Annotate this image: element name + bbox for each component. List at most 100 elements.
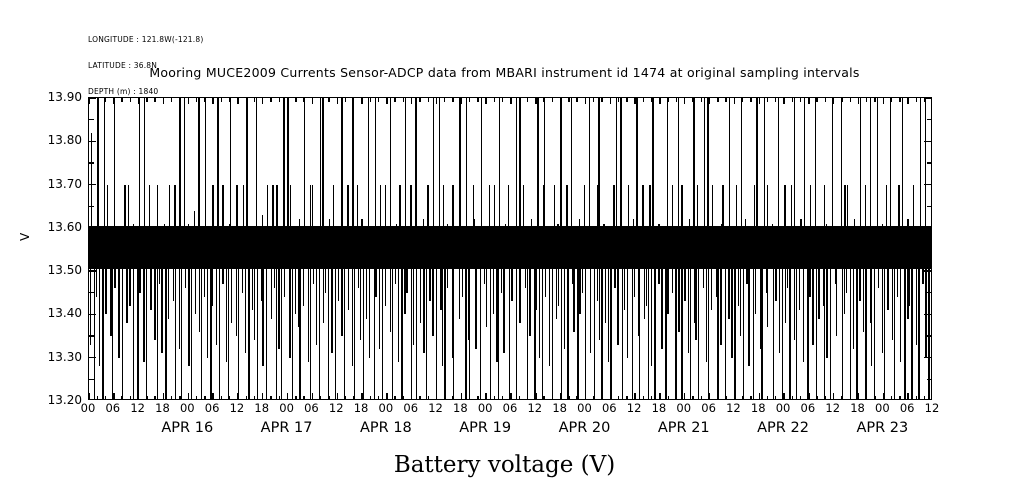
y-tick-label: 13.20 — [47, 393, 82, 407]
x-tick — [237, 98, 239, 104]
data-spike — [423, 268, 425, 354]
data-spike — [759, 268, 761, 350]
data-spike — [766, 268, 768, 293]
x-tick — [195, 98, 198, 102]
y-tick — [924, 313, 931, 316]
x-tick — [750, 98, 752, 102]
x-hour-label: 06 — [800, 401, 816, 415]
data-spike — [631, 268, 633, 399]
data-spike — [720, 268, 722, 345]
x-tick — [493, 395, 496, 399]
data-spike — [498, 98, 501, 226]
data-spike — [251, 268, 254, 311]
data-spike — [139, 268, 141, 293]
data-spike — [873, 268, 876, 399]
data-spike — [148, 184, 151, 226]
data-spike — [473, 219, 476, 226]
data-spike — [272, 184, 274, 226]
x-tick — [568, 98, 570, 102]
x-hour-label: 06 — [502, 401, 518, 415]
x-hour-label: 12 — [825, 401, 841, 415]
data-spike — [361, 219, 363, 226]
x-tick — [419, 98, 421, 102]
data-spike — [93, 268, 95, 399]
x-tick — [833, 98, 835, 104]
x-hour-label: 12 — [527, 401, 543, 415]
data-spike — [891, 268, 893, 341]
x-tick — [394, 395, 396, 399]
data-spike — [472, 184, 475, 226]
data-spike — [103, 98, 106, 226]
data-spike — [645, 268, 648, 306]
data-spike — [385, 268, 387, 306]
x-tick — [361, 98, 363, 104]
x-tick — [750, 395, 752, 399]
data-spike — [294, 268, 297, 315]
x-tick — [907, 393, 909, 399]
data-spike — [524, 268, 527, 289]
data-spike — [710, 268, 713, 311]
data-spike — [793, 98, 796, 226]
data-spike — [877, 268, 880, 289]
data-spike — [812, 268, 814, 345]
data-spike — [581, 268, 584, 293]
data-spike — [461, 268, 464, 298]
data-spike — [422, 219, 425, 226]
data-spike — [893, 268, 895, 399]
data-spike — [399, 184, 401, 226]
data-spike — [163, 223, 166, 226]
data-spike — [486, 268, 488, 328]
data-spike — [672, 268, 674, 293]
x-tick — [824, 98, 827, 102]
data-spike — [146, 268, 148, 399]
data-spike — [925, 268, 927, 358]
data-spike — [767, 268, 769, 328]
y-tick — [89, 357, 96, 359]
data-spike — [738, 268, 740, 306]
x-tick — [510, 98, 512, 104]
data-spike — [248, 268, 250, 399]
x-hour-label: 00 — [875, 401, 890, 415]
x-tick — [485, 98, 487, 104]
data-spike — [802, 268, 804, 363]
data-spike — [479, 268, 482, 399]
x-tick — [270, 395, 272, 399]
data-spike — [395, 223, 398, 226]
data-spike — [452, 184, 454, 226]
data-spike — [793, 268, 795, 341]
data-spike — [453, 268, 455, 399]
x-tick — [890, 395, 893, 399]
data-spike — [859, 268, 861, 302]
data-spike — [188, 223, 190, 226]
data-spike — [334, 268, 337, 399]
data-spike — [829, 268, 832, 399]
x-tick — [353, 395, 355, 399]
data-spike — [642, 184, 644, 226]
x-tick — [783, 98, 785, 104]
x-tick — [96, 395, 98, 399]
x-tick — [626, 98, 628, 102]
data-spike — [284, 268, 286, 298]
data-spike — [368, 268, 371, 358]
data-spike — [261, 268, 263, 302]
x-tick — [700, 395, 702, 399]
data-spike — [373, 268, 376, 399]
data-spike — [742, 268, 745, 399]
x-day-label: APR 17 — [260, 420, 313, 436]
x-hour-label: 18 — [552, 401, 567, 415]
x-hour-label: 00 — [477, 401, 493, 415]
data-spike — [180, 268, 182, 399]
data-spike — [465, 268, 467, 399]
data-spike — [614, 268, 616, 289]
data-spike — [507, 184, 509, 226]
x-tick — [344, 98, 347, 102]
x-tick — [791, 395, 794, 399]
data-spike — [563, 268, 565, 350]
data-spike — [179, 98, 181, 226]
x-tick — [162, 98, 165, 104]
x-tick — [799, 98, 802, 102]
data-spike — [230, 98, 232, 226]
data-spike — [322, 268, 324, 324]
data-spike — [374, 98, 376, 226]
data-spike — [596, 268, 599, 302]
